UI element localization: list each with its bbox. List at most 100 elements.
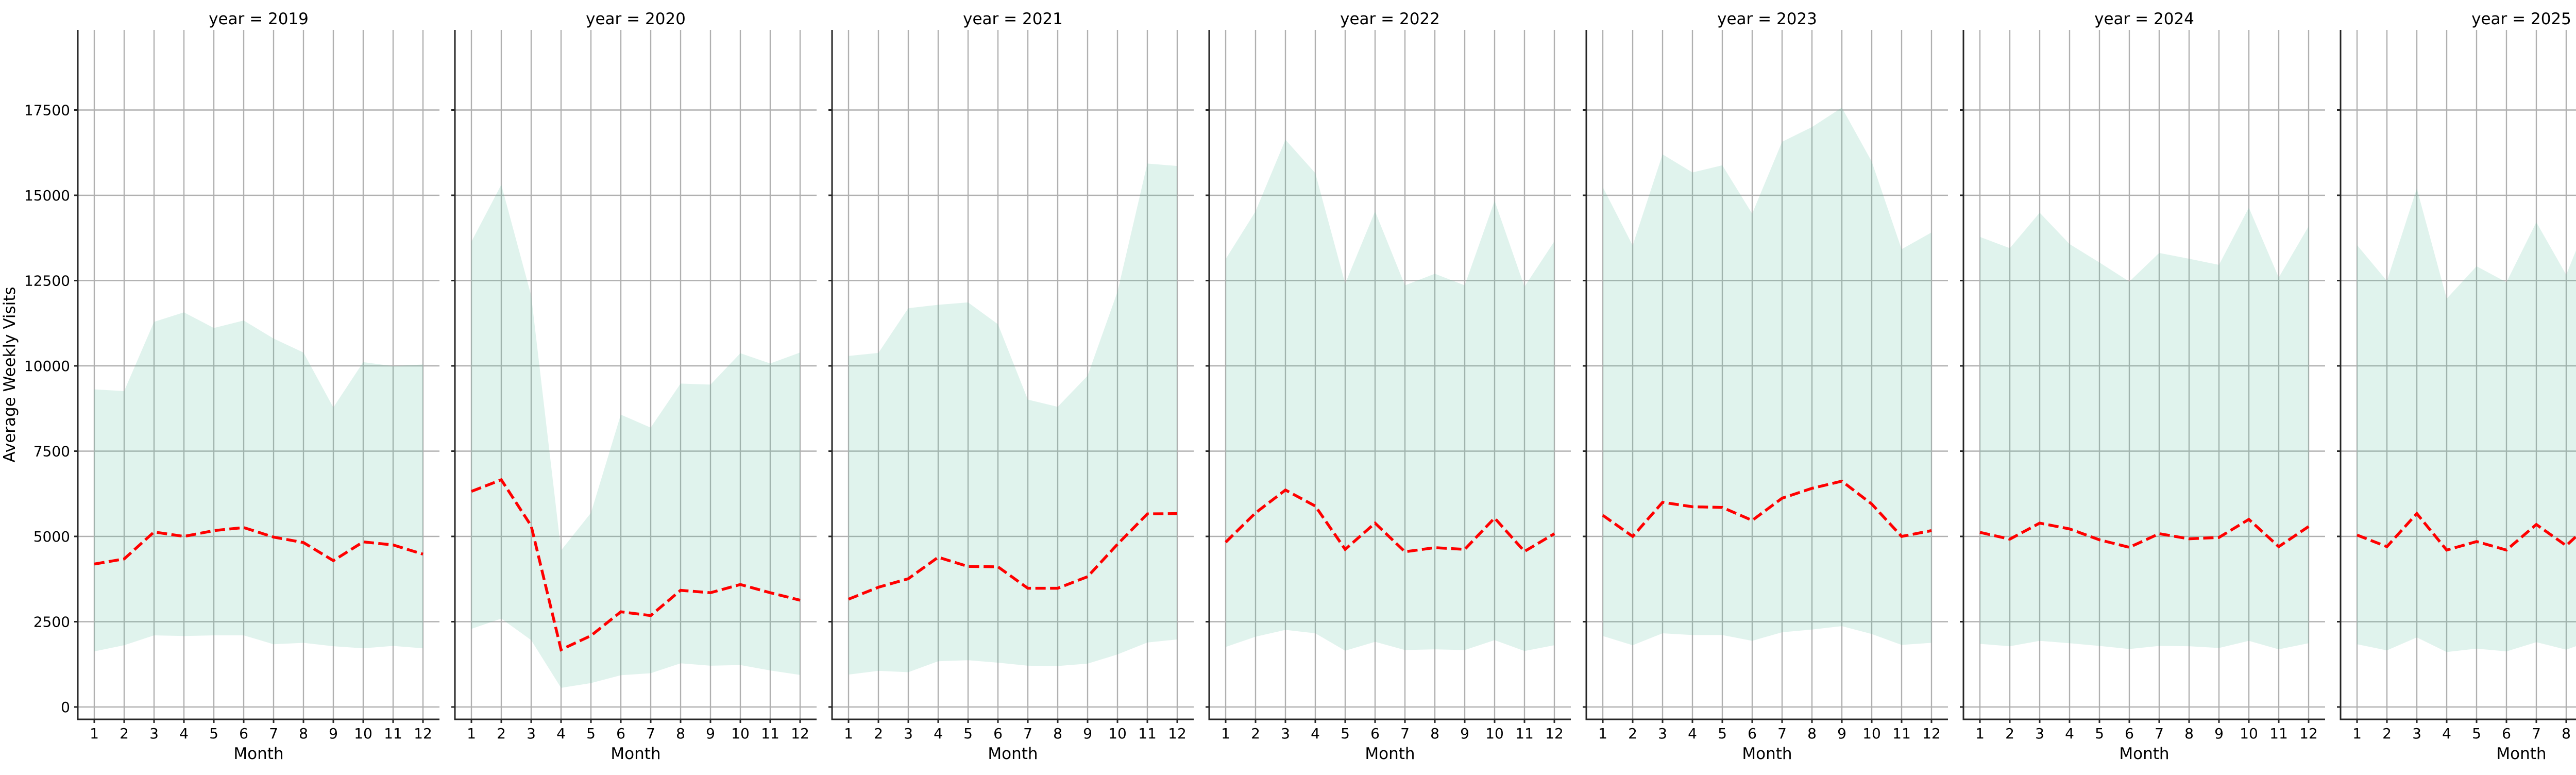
y-tick-label: 2500 (33, 614, 70, 631)
x-tick-label: 6 (993, 725, 1003, 742)
x-tick-label: 11 (384, 725, 402, 742)
panel-title: year = 2023 (1717, 10, 1817, 28)
x-tick-label: 10 (1862, 725, 1881, 742)
x-tick-label: 8 (1430, 725, 1439, 742)
y-tick-label: 15000 (24, 187, 70, 204)
x-tick-label: 9 (706, 725, 715, 742)
median-line (1225, 488, 1555, 553)
x-tick-label: 2 (120, 725, 129, 742)
x-tick-label: 4 (1688, 725, 1697, 742)
percentile-band (471, 184, 800, 688)
x-axis-label: Month (1365, 745, 1415, 763)
x-tick-label: 10 (354, 725, 372, 742)
y-tick-label: 5000 (33, 528, 70, 545)
y-tick-label: 10000 (24, 358, 70, 375)
x-tick-label: 9 (2214, 725, 2224, 742)
x-tick-label: 3 (527, 725, 536, 742)
x-tick-label: 5 (2472, 725, 2481, 742)
percentile-band (1226, 140, 1554, 651)
x-tick-label: 8 (676, 725, 685, 742)
x-tick-label: 12 (1922, 725, 1941, 742)
median-line (1602, 479, 1932, 538)
median-line (94, 526, 423, 566)
x-tick-label: 7 (1777, 725, 1787, 742)
panel-title: year = 2021 (963, 10, 1063, 28)
x-tick-label: 2 (2005, 725, 2014, 742)
x-axis-label: Month (233, 745, 283, 763)
x-tick-label: 10 (2240, 725, 2258, 742)
panel-title: year = 2022 (1340, 10, 1440, 28)
x-tick-label: 6 (2502, 725, 2511, 742)
x-tick-label: 10 (1485, 725, 1504, 742)
x-tick-label: 8 (1807, 725, 1817, 742)
x-tick-label: 4 (1311, 725, 1320, 742)
median-line (471, 478, 801, 652)
percentile-band (1603, 107, 1931, 646)
panel-title: year = 2019 (209, 10, 309, 28)
percentile-band (849, 163, 1177, 675)
x-tick-label: 8 (2184, 725, 2194, 742)
median-line (2357, 511, 2576, 552)
x-tick-label: 8 (299, 725, 308, 742)
x-tick-label: 12 (1545, 725, 1564, 742)
x-tick-label: 1 (844, 725, 853, 742)
x-tick-label: 5 (1341, 725, 1350, 742)
x-tick-label: 11 (1892, 725, 1911, 742)
percentile-band (94, 312, 423, 652)
x-tick-label: 4 (2442, 725, 2451, 742)
percentile-band (1980, 207, 2309, 650)
x-axis-label: Month (611, 745, 660, 763)
x-tick-label: 1 (467, 725, 476, 742)
x-tick-label: 2 (1628, 725, 1637, 742)
x-tick-label: 12 (2299, 725, 2318, 742)
x-tick-label: 9 (1837, 725, 1846, 742)
x-axis-label: Month (2119, 745, 2169, 763)
x-tick-label: 7 (1400, 725, 1410, 742)
x-tick-label: 10 (1108, 725, 1127, 742)
x-tick-label: 3 (2035, 725, 2044, 742)
x-tick-label: 5 (586, 725, 596, 742)
x-tick-label: 1 (1221, 725, 1230, 742)
x-tick-label: 6 (1748, 725, 1757, 742)
x-tick-label: 9 (1460, 725, 1469, 742)
x-tick-label: 2 (874, 725, 883, 742)
y-axis-label: Average Weekly Visits (1, 287, 19, 462)
y-tick-label: 17500 (24, 102, 70, 119)
x-tick-label: 3 (2412, 725, 2421, 742)
x-tick-label: 3 (1658, 725, 1667, 742)
x-tick-label: 7 (646, 725, 655, 742)
x-tick-label: 8 (1053, 725, 1062, 742)
x-axis-label: Month (2496, 745, 2546, 763)
x-tick-label: 4 (556, 725, 566, 742)
x-tick-label: 1 (1598, 725, 1607, 742)
x-tick-label: 4 (2065, 725, 2074, 742)
x-tick-label: 9 (1083, 725, 1092, 742)
x-tick-label: 12 (791, 725, 809, 742)
x-tick-label: 12 (1168, 725, 1187, 742)
x-tick-label: 7 (2532, 725, 2541, 742)
x-tick-label: 11 (1515, 725, 1534, 742)
x-tick-label: 3 (1281, 725, 1290, 742)
x-tick-label: 11 (2269, 725, 2288, 742)
x-tick-label: 1 (2352, 725, 2362, 742)
x-tick-label: 7 (2155, 725, 2164, 742)
x-tick-label: 12 (414, 725, 432, 742)
x-tick-label: 2 (497, 725, 506, 742)
x-tick-label: 3 (904, 725, 913, 742)
x-tick-label: 1 (90, 725, 99, 742)
x-tick-label: 7 (1023, 725, 1032, 742)
x-tick-label: 8 (2562, 725, 2571, 742)
x-tick-label: 4 (179, 725, 189, 742)
x-axis-label: Month (988, 745, 1038, 763)
x-tick-label: 1 (1975, 725, 1985, 742)
y-tick-label: 0 (61, 699, 70, 716)
x-axis-label: Month (1742, 745, 1792, 763)
x-tick-label: 10 (731, 725, 750, 742)
